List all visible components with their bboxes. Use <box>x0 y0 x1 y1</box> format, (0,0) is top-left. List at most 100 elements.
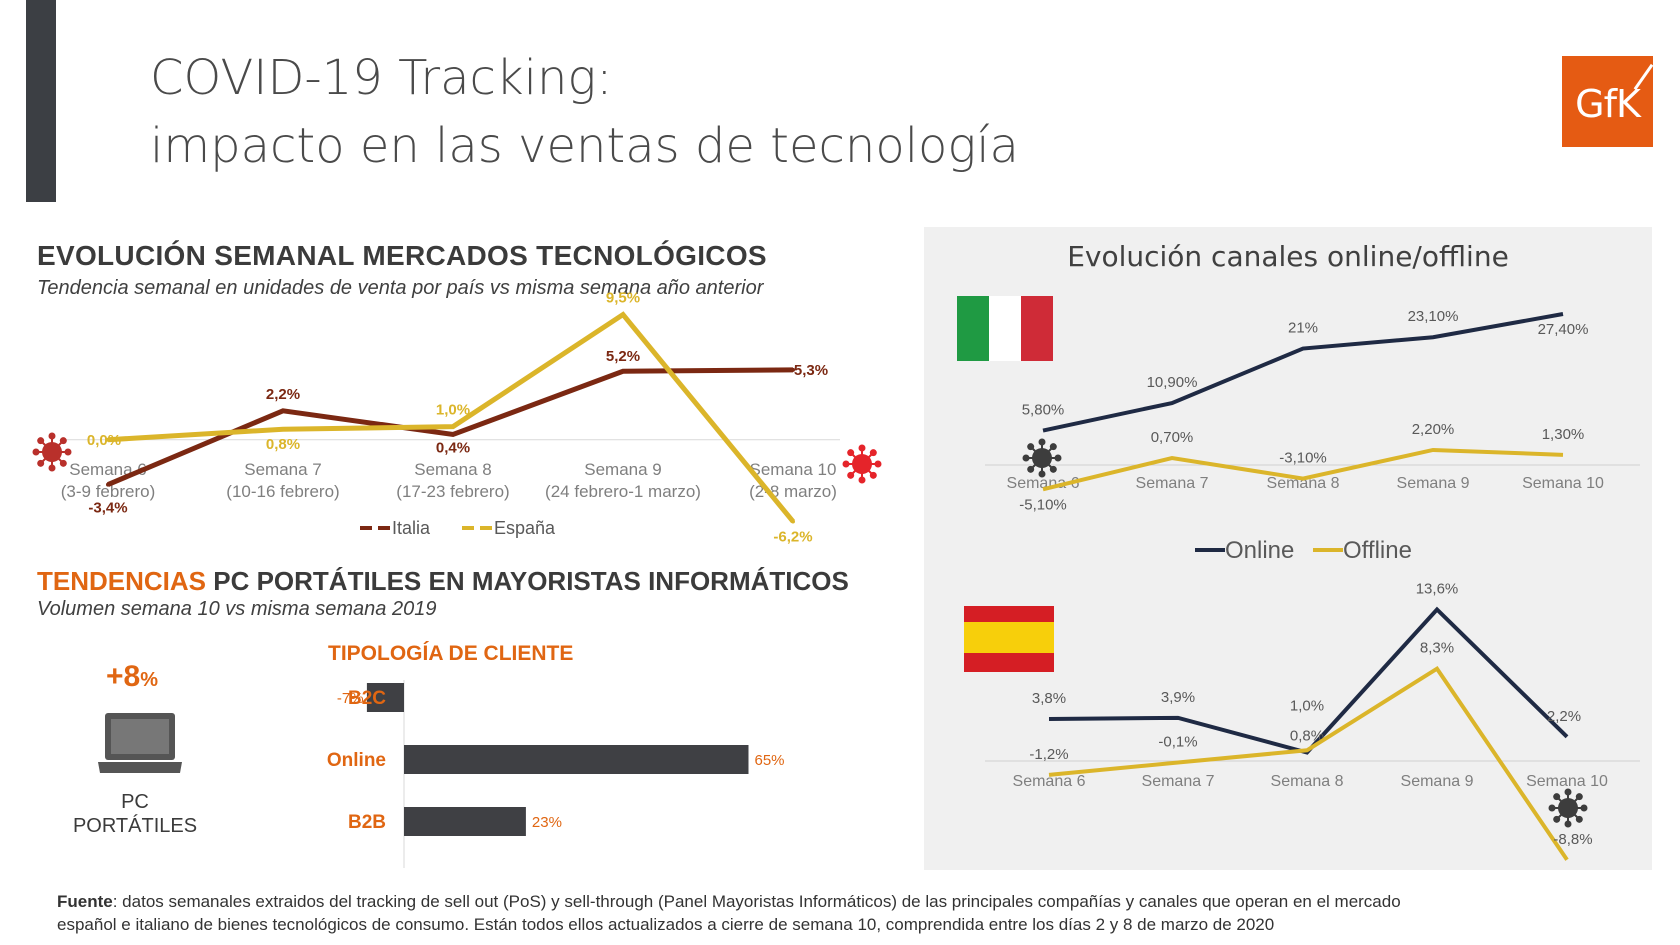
spain-data-label: -0,1% <box>1158 734 1197 751</box>
spain-channels-virus-icon-core <box>1558 798 1578 818</box>
italy-data-label: 23,10% <box>1408 308 1459 325</box>
bar-value-label: 23% <box>532 814 562 831</box>
italy-virus-icon-core <box>42 442 62 462</box>
weekly-data-label: -6,2% <box>773 528 812 545</box>
spain-channels-virus-icon-knob <box>1564 788 1572 796</box>
weekly-data-label: 5,3% <box>794 362 828 379</box>
italy-virus-icon-knob <box>37 437 45 445</box>
spain-data-label: 1,0% <box>1290 697 1324 714</box>
italy-data-label: 0,70% <box>1151 429 1194 446</box>
spain-virus-icon-knob <box>869 471 877 479</box>
section2-title-accent: TENDENCIAS <box>37 566 207 596</box>
weekly-legend-label: España <box>494 518 556 538</box>
spain-channels-virus-icon-knob <box>1575 815 1583 823</box>
spain-data-label: 3,9% <box>1161 689 1195 706</box>
weekly-data-label: 0,4% <box>436 439 470 456</box>
spain-x-label: Semana 10 <box>1526 773 1608 790</box>
laptop-growth-unit: % <box>140 669 159 691</box>
footnote-text: : datos semanales extraidos del tracking… <box>57 892 1401 934</box>
italy-channels-virus-icon-knob <box>1038 438 1046 446</box>
spain-channels-virus-icon-knob <box>1553 815 1561 823</box>
gfk-logo: GfK <box>1562 56 1654 147</box>
spain-flag-icon <box>964 606 1054 672</box>
spain-line-offline <box>1048 665 1569 861</box>
header-accent-bar <box>26 0 56 202</box>
spain-virus-icon <box>842 444 882 484</box>
bar-b2c <box>366 683 404 712</box>
spain-line-online <box>1048 606 1569 755</box>
bar-online <box>404 745 749 774</box>
spain-data-label: 8,3% <box>1420 640 1454 657</box>
weekly-data-label: 0,0% <box>87 432 121 449</box>
spain-channels-virus-icon <box>1548 788 1588 828</box>
italy-data-label: 10,90% <box>1147 374 1198 391</box>
italy-data-label: -5,10% <box>1019 496 1067 513</box>
bar-b2b <box>404 807 526 836</box>
spain-channels-virus-icon-knob <box>1580 804 1588 812</box>
weekly-point <box>106 482 110 487</box>
italy-data-label: -3,10% <box>1279 450 1327 467</box>
spain-data-label: -1,2% <box>1029 746 1068 763</box>
spain-x-label: Semana 6 <box>1013 773 1086 790</box>
spain-virus-icon-knob <box>847 449 855 457</box>
italy-x-label: Semana 10 <box>1522 475 1604 492</box>
italy-channels-virus-icon-knob <box>1049 465 1057 473</box>
spain-x-label: Semana 7 <box>1142 773 1215 790</box>
spain-channels-virus-icon-knob <box>1564 820 1572 828</box>
spain-data-label: -8,8% <box>1553 831 1592 848</box>
weekly-data-label: -3,4% <box>88 500 127 517</box>
weekly-legend-label: Italia <box>392 518 431 538</box>
bar-category-label: B2B <box>348 812 386 833</box>
spain-virus-icon-knob <box>858 444 866 452</box>
weekly-point <box>621 369 625 374</box>
weekly-data-label: 2,2% <box>266 386 300 403</box>
weekly-point <box>451 432 455 437</box>
channels-panel-title: Evolución canales online/offline <box>1067 240 1509 273</box>
tipologia-bar-chart: B2C-7% Online 65% B2B 23% <box>327 680 785 868</box>
italy-flag-icon <box>957 296 1053 361</box>
weekly-x-label: Semana 9 <box>584 460 662 479</box>
laptop-icon <box>98 713 182 773</box>
spain-data-label: 0,8% <box>1290 727 1324 744</box>
spain-channels-virus-icon-knob <box>1553 793 1561 801</box>
spain-data-label: 13,6% <box>1416 580 1459 597</box>
spain-data-label: 3,8% <box>1032 690 1066 707</box>
weekly-x-sublabel: (3-9 febrero) <box>61 482 155 501</box>
italy-line-offline <box>1042 447 1564 492</box>
spain-virus-icon-knob <box>847 471 855 479</box>
italy-x-label: Semana 8 <box>1267 475 1340 492</box>
weekly-data-label: 0,8% <box>266 436 300 453</box>
italy-data-label: 21% <box>1288 320 1318 337</box>
weekly-x-label: Semana 8 <box>414 460 492 479</box>
weekly-point <box>621 312 625 317</box>
laptop-growth-number: +8 <box>106 660 141 693</box>
spain-x-label: Semana 9 <box>1401 773 1474 790</box>
italy-channels-virus-icon-knob <box>1022 454 1030 462</box>
spain-virus-icon-knob <box>858 476 866 484</box>
italy-x-label: Semana 7 <box>1136 475 1209 492</box>
footnote-label: Fuente <box>57 892 113 911</box>
weekly-point <box>451 424 455 429</box>
channels-legend-online: Online <box>1225 537 1294 564</box>
tipologia-title: TIPOLOGÍA DE CLIENTE <box>328 642 574 665</box>
page-title: COVID-19 Tracking: <box>150 50 613 106</box>
spain-virus-icon-core <box>852 454 872 474</box>
bar-value-label: 65% <box>755 752 785 769</box>
italy-virus-icon-knob <box>59 459 67 467</box>
italy-channels-virus-icon <box>1022 438 1062 478</box>
weekly-data-label: 9,5% <box>606 290 640 307</box>
weekly-markets-chart: Semana 6 (3-9 febrero) Semana 7 (10-16 febr… <box>32 290 882 545</box>
pc-portatiles-label: PC PORTÁTILES <box>60 790 210 838</box>
weekly-x-label: Semana 10 <box>750 460 837 479</box>
italy-channels-virus-icon-knob <box>1027 443 1035 451</box>
spain-data-label: 2,2% <box>1547 708 1581 725</box>
source-footnote: Fuente: datos semanales extraidos del tr… <box>57 890 1457 936</box>
italy-data-label: 2,20% <box>1412 421 1455 438</box>
italy-data-label: 1,30% <box>1542 426 1585 443</box>
logo-text: GfK <box>1575 82 1641 126</box>
italy-channels-virus-icon-core <box>1032 448 1052 468</box>
italy-virus-icon-knob <box>48 432 56 440</box>
spain-virus-icon-knob <box>869 449 877 457</box>
italy-virus-icon-knob <box>32 448 40 456</box>
weekly-data-label: 5,2% <box>606 348 640 365</box>
